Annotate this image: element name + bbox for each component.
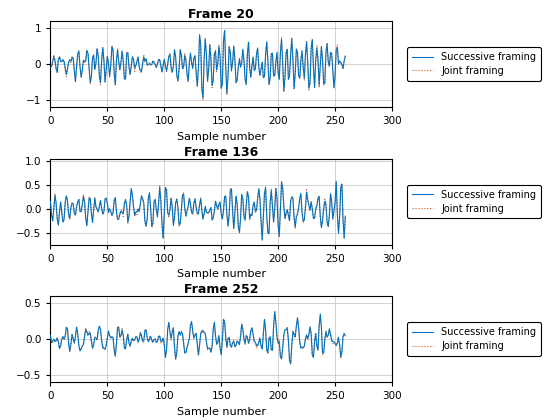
Joint framing [170,64,177,69]
Joint framing [199,97,206,102]
Successive framing [171,344,178,349]
Successive framing [47,199,54,204]
X-axis label: Sample number: Sample number [177,269,265,279]
Successive framing [47,65,54,70]
Successive framing [342,54,349,59]
Joint framing [47,333,54,338]
Successive framing [287,52,294,57]
Successive framing [170,223,177,228]
Joint framing [342,52,349,58]
Successive framing [221,28,228,33]
Successive framing [333,179,339,184]
Successive framing [89,346,96,351]
Successive framing [330,339,337,344]
Joint framing [330,85,337,90]
Joint framing [278,180,285,185]
Successive framing [89,55,96,60]
X-axis label: Sample number: Sample number [177,131,265,142]
Joint framing [342,332,349,337]
Joint framing [89,58,96,63]
Legend: Successive framing, Joint framing: Successive framing, Joint framing [407,323,541,356]
X-axis label: Sample number: Sample number [177,407,265,417]
Joint framing [82,214,89,219]
Successive framing [82,59,89,64]
Joint framing [286,358,293,363]
Joint framing [170,325,177,330]
Joint framing [272,308,278,313]
Joint framing [47,64,54,69]
Line: Successive framing: Successive framing [50,30,346,98]
Joint framing [82,56,89,61]
Title: Frame 136: Frame 136 [184,146,258,159]
Joint framing [287,50,294,55]
Successive framing [47,333,54,338]
Title: Frame 252: Frame 252 [184,283,259,296]
Joint framing [287,362,294,367]
Successive framing [259,237,265,242]
Joint framing [89,219,96,224]
Line: Joint framing: Joint framing [50,311,346,365]
Joint framing [287,199,294,204]
Joint framing [47,199,54,204]
Successive framing [171,214,178,219]
Successive framing [286,218,293,223]
Joint framing [259,238,265,243]
Successive framing [287,361,294,366]
Joint framing [82,325,89,330]
Successive framing [82,327,89,332]
Title: Frame 20: Frame 20 [188,8,254,21]
Successive framing [170,326,177,331]
Legend: Successive framing, Joint framing: Successive framing, Joint framing [407,185,541,218]
Successive framing [272,310,278,315]
Joint framing [89,344,96,349]
Successive framing [170,64,177,69]
Successive framing [330,85,337,90]
Line: Successive framing: Successive framing [50,312,346,364]
Successive framing [82,216,89,221]
Successive framing [286,358,293,363]
Legend: Successive framing, Joint framing: Successive framing, Joint framing [407,47,541,81]
Joint framing [330,209,337,214]
Line: Joint framing: Joint framing [50,30,346,99]
Successive framing [342,214,349,219]
Joint framing [170,222,177,227]
Line: Successive framing: Successive framing [50,181,346,240]
Joint framing [171,345,178,350]
Successive framing [171,47,178,52]
Joint framing [221,28,228,33]
Line: Joint framing: Joint framing [50,183,346,241]
Successive framing [342,333,349,339]
Successive framing [89,220,96,225]
Successive framing [329,217,336,222]
Joint framing [171,47,178,52]
Joint framing [330,339,337,344]
Joint framing [171,215,178,220]
Successive framing [199,95,206,100]
Joint framing [342,213,349,218]
